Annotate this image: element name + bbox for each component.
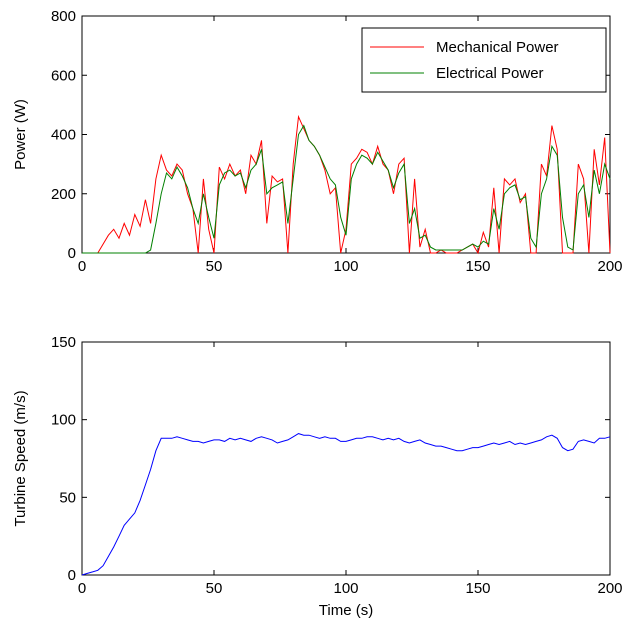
data-line <box>82 114 611 255</box>
y-tick-label: 50 <box>59 489 76 506</box>
x-tick-label: 200 <box>597 580 622 597</box>
y-tick-label: 800 <box>51 8 76 25</box>
legend-label: Mechanical Power <box>436 39 559 56</box>
y-tick-label: 200 <box>51 186 76 203</box>
y-tick-label: 600 <box>51 67 76 84</box>
x-tick-label: 150 <box>465 258 490 275</box>
legend-label: Electrical Power <box>436 65 544 82</box>
y-tick-label: 150 <box>51 334 76 351</box>
x-tick-label: 50 <box>206 258 223 275</box>
y-axis-label: Power (W) <box>12 99 29 170</box>
x-axis-label: Time (s) <box>319 602 373 619</box>
data-line <box>81 433 611 576</box>
axes-box <box>81 341 611 576</box>
x-tick-label: 150 <box>465 580 490 597</box>
x-tick-label: 100 <box>333 580 358 597</box>
y-axis-label: Turbine Speed (m/s) <box>12 390 29 526</box>
x-tick-label: 0 <box>78 258 86 275</box>
data-line <box>82 124 611 254</box>
x-tick-label: 100 <box>333 258 358 275</box>
y-tick-label: 0 <box>68 567 76 584</box>
x-tick-label: 200 <box>597 258 622 275</box>
legend-box <box>361 27 607 93</box>
y-tick-label: 400 <box>51 127 76 144</box>
x-tick-label: 50 <box>206 580 223 597</box>
y-tick-label: 0 <box>68 245 76 262</box>
x-tick-label: 0 <box>78 580 86 597</box>
y-tick-label: 100 <box>51 412 76 429</box>
